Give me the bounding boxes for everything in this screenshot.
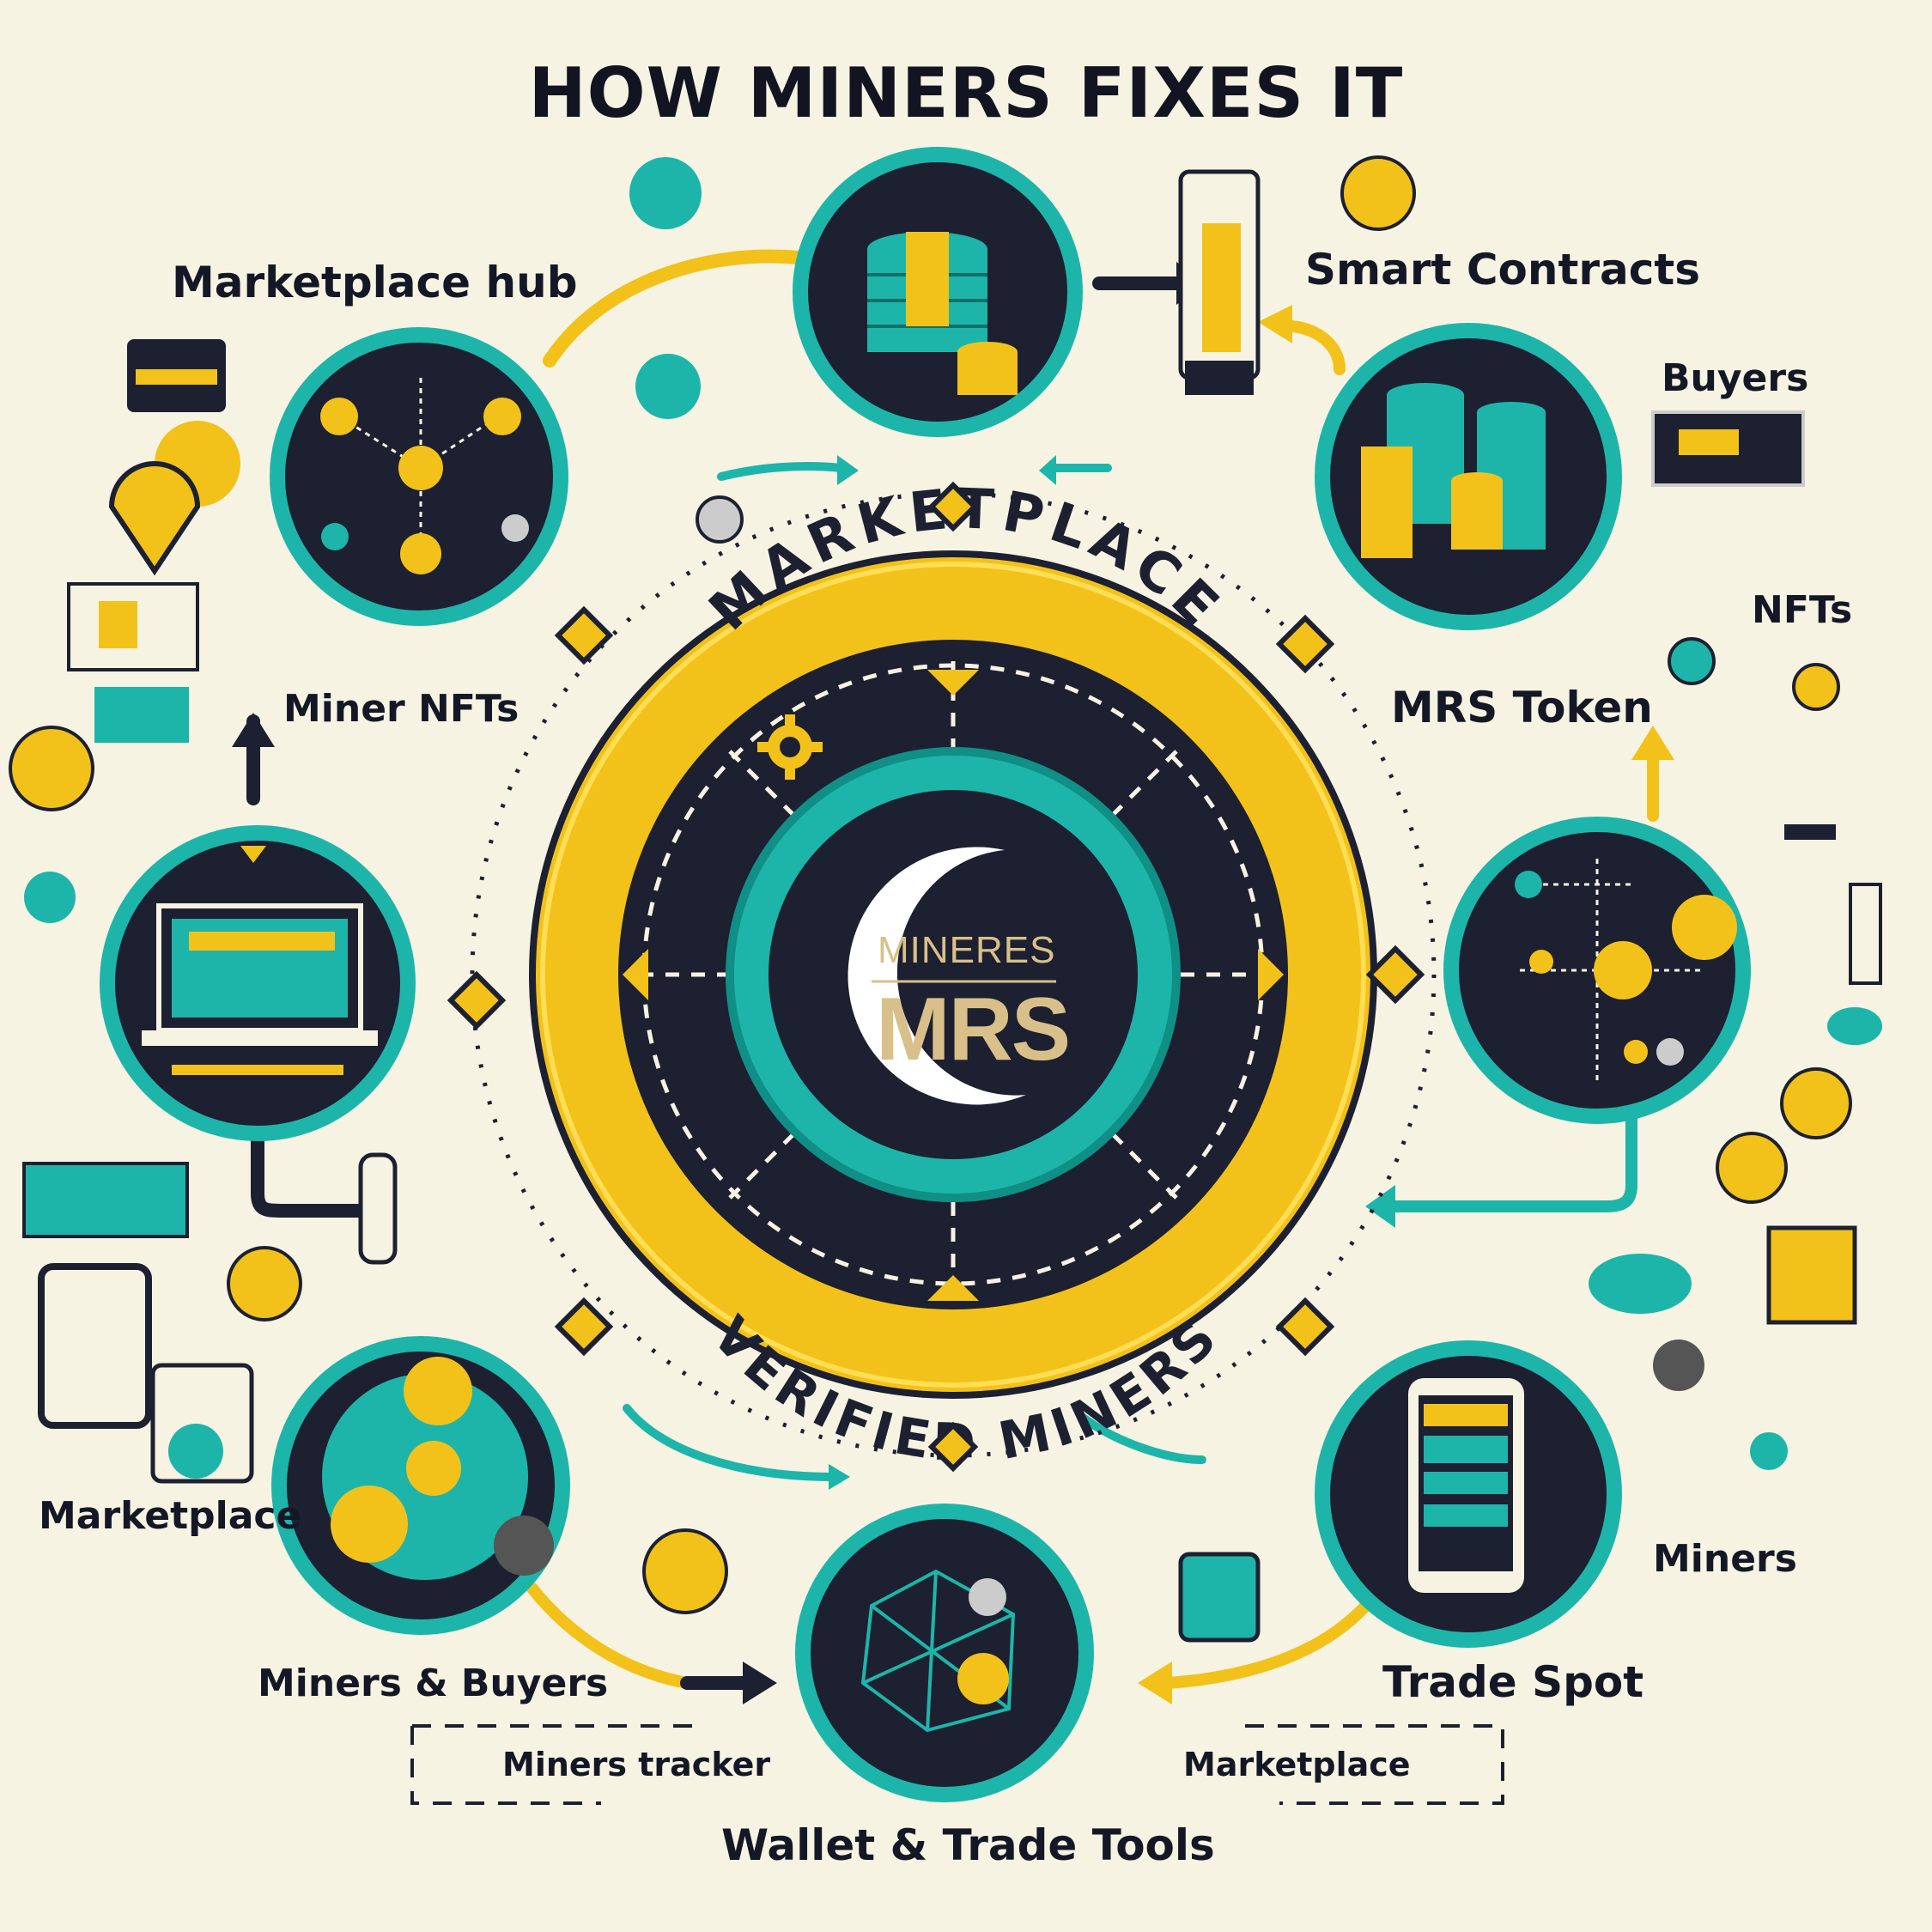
label-trade-spot: Trade Spot [1382,1657,1644,1707]
arrow-left-to-bottom [251,1135,376,1218]
arrow-bottomleft-to-bottom [526,1583,693,1689]
node-smart-contracts [1315,323,1622,630]
logo-name: MINERES [878,929,1056,971]
node-miners-buyers [271,1336,570,1635]
connector-arrows [232,240,1674,1704]
node-laptop [100,825,416,1141]
label-smart-contracts: Smart Contracts [1305,245,1701,295]
node-mrs-token [1443,817,1751,1124]
arrow-right-to-center [1385,1110,1637,1212]
dashed-brackets [410,1724,1504,1805]
central-hub: MARKETPLACE VERIFIED MINERS [529,477,1377,1473]
ring-marker-right [1258,949,1284,1000]
node-wallet-network [795,1504,1094,1802]
mrs-logo-crescent [848,847,1056,1105]
label-mrs-token: MRS Token [1391,683,1653,732]
label-miners-buyers: Miners & Buyers [258,1662,609,1705]
label-wallet-trade-tools: Wallet & Trade Tools [721,1820,1215,1870]
arrow-teal-bottom [623,1404,837,1481]
label-buyers: Buyers [1662,356,1809,400]
satellite-nodes [100,147,1751,1802]
arrow-hub-to-top [543,249,805,368]
label-miners: Miners [1653,1537,1797,1581]
arrow-contracts-up [1282,320,1346,375]
node-top-coin-stack [793,147,1083,437]
label-nfts: NFTs [1752,588,1853,632]
ring-marker-left [623,949,648,1000]
logo-ticker: MRS [876,980,1071,1079]
label-marketplace-bottom: Marketplace [1183,1746,1411,1783]
ring-marker-top [927,670,979,696]
gear-icon [757,714,823,780]
decorative-icons [9,155,1882,1643]
ring-marker-bottom [927,1275,979,1301]
arrow-teal-top [717,462,846,481]
page-title: HOW MINERS FIXES IT [528,53,1404,133]
label-marketplace-hub: Marketplace hub [172,258,578,307]
dotted-orbit [470,491,1437,1458]
node-phone-trade [1315,1340,1622,1648]
label-miner-nfts: Miner NFTs [283,687,519,731]
label-miners-tracker: Miners tracker [502,1746,771,1783]
node-marketplace-hub [270,327,568,626]
diamond-connectors [447,481,1425,1473]
label-marketplace-left: Marketplace [39,1494,302,1538]
